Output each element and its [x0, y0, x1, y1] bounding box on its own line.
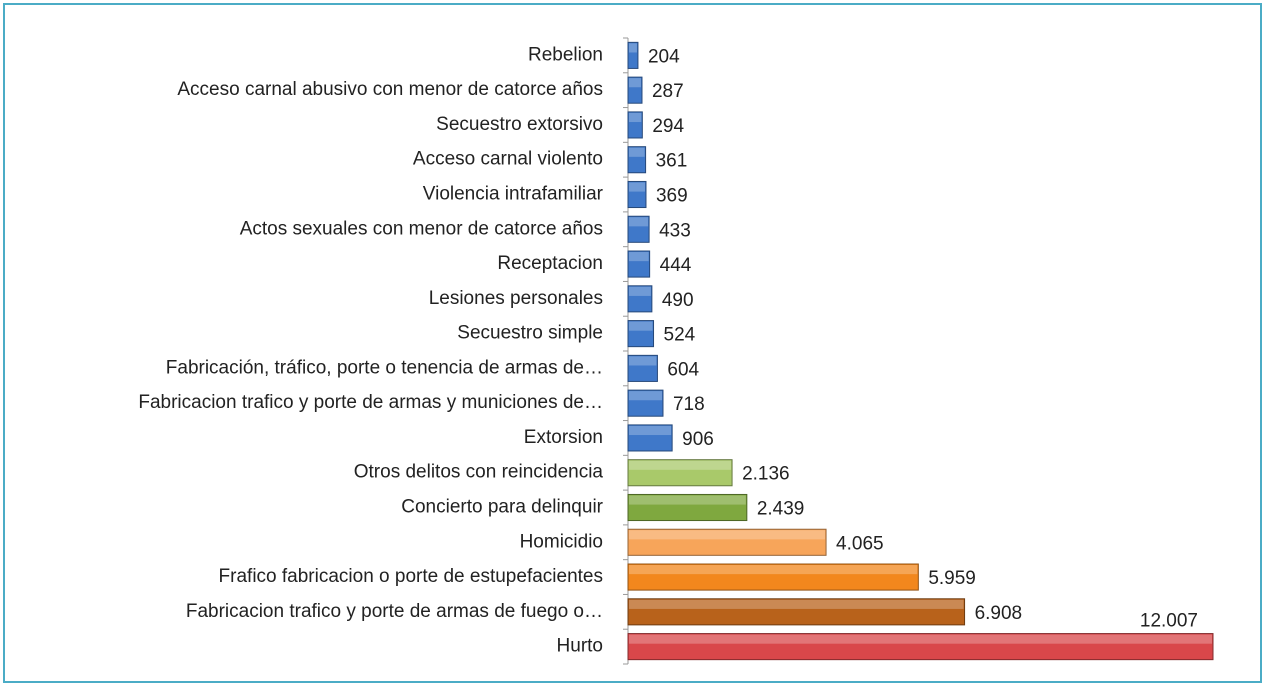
bar	[627, 354, 658, 382]
bar	[627, 215, 650, 243]
category-label: Otros delitos con reincidencia	[354, 462, 604, 483]
value-label: 369	[656, 186, 688, 207]
category-label: Acceso carnal abusivo con menor de cator…	[177, 79, 603, 100]
bar-highlight	[629, 252, 649, 262]
bar	[627, 320, 655, 348]
category-label: Extorsion	[524, 427, 603, 448]
value-label: 490	[662, 290, 694, 311]
value-label: 4.065	[836, 533, 884, 554]
category-label: Hurto	[557, 636, 603, 657]
category-label: Lesiones personales	[429, 288, 603, 309]
category-label: Violencia intrafamiliar	[423, 184, 604, 205]
bar-highlight	[629, 321, 653, 331]
value-label: 5.959	[928, 568, 976, 589]
value-label: 2.439	[757, 499, 805, 520]
bar	[627, 563, 919, 591]
bar	[627, 459, 733, 487]
bar-highlight	[629, 530, 826, 540]
bar	[627, 528, 827, 556]
bar	[627, 285, 653, 313]
bar	[627, 250, 651, 278]
category-label: Frafico fabricacion o porte de estupefac…	[219, 566, 603, 587]
category-label: Secuestro simple	[457, 323, 603, 344]
category-label: Fabricación, tráfico, porte o tenencia d…	[166, 357, 603, 378]
value-label: 287	[652, 81, 684, 102]
value-label: 718	[673, 394, 705, 415]
bar-highlight	[629, 634, 1212, 644]
bar-highlight	[629, 112, 642, 123]
value-label: 12.007	[1140, 611, 1198, 632]
value-label: 906	[682, 429, 714, 450]
bar	[627, 633, 1214, 661]
value-label: 524	[664, 325, 696, 346]
category-label: Secuestro extorsivo	[436, 114, 603, 135]
bar	[627, 146, 647, 174]
bar	[627, 41, 639, 69]
value-label: 204	[648, 46, 680, 67]
bar-highlight	[629, 391, 662, 401]
bar-highlight	[629, 217, 649, 227]
category-label: Receptacion	[497, 253, 603, 274]
bar	[627, 598, 966, 626]
bar-highlight	[629, 147, 645, 157]
bar	[627, 493, 748, 522]
bar-highlight	[629, 286, 651, 296]
bar	[627, 424, 673, 452]
value-label: 604	[667, 359, 699, 380]
bar-highlight	[629, 425, 672, 436]
value-label: 433	[659, 220, 691, 241]
bar-highlight	[629, 356, 657, 366]
category-label: Acceso carnal violento	[413, 149, 603, 170]
bar	[627, 389, 664, 417]
bar	[627, 111, 643, 139]
category-label: Homicidio	[520, 531, 603, 552]
bar-highlight	[629, 78, 641, 88]
value-label: 444	[660, 255, 692, 276]
value-label: 6.908	[975, 603, 1023, 624]
category-label: Fabricacion trafico y porte de armas y m…	[138, 392, 603, 413]
value-label: 361	[656, 151, 688, 172]
bar-highlight	[629, 565, 918, 575]
bar-highlight	[629, 495, 746, 505]
category-label: Concierto para delinquir	[401, 497, 603, 518]
category-label: Actos sexuales con menor de catorce años	[240, 218, 603, 239]
category-label: Fabricacion trafico y porte de armas de …	[186, 601, 603, 622]
bar-highlight	[629, 460, 732, 470]
bar	[627, 180, 647, 209]
category-label: Rebelion	[528, 44, 603, 65]
value-label: 294	[652, 116, 684, 137]
value-label: 2.136	[742, 464, 790, 485]
bar-highlight	[629, 43, 637, 53]
bar-highlight	[629, 599, 964, 609]
bar-highlight	[629, 182, 645, 192]
bar	[627, 76, 643, 104]
